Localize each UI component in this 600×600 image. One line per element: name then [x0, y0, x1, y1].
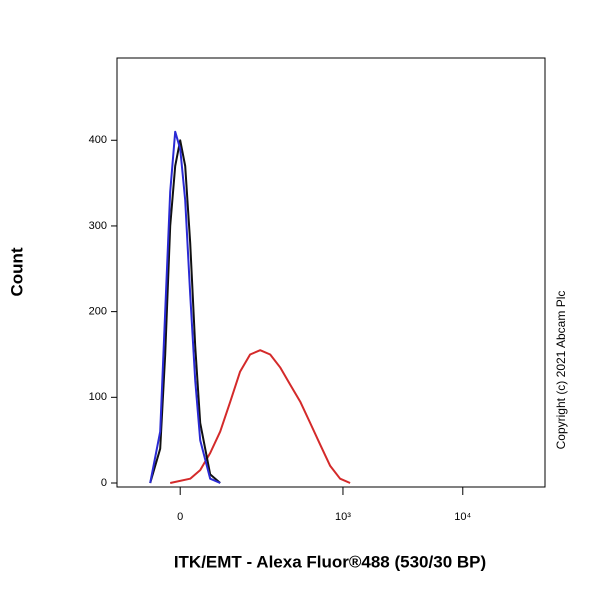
copyright: Copyright (c) 2021 Abcam Plc — [554, 291, 568, 450]
y-tick-label: 400 — [89, 134, 107, 146]
y-tick-label: 0 — [101, 477, 107, 489]
y-tick-label: 200 — [89, 306, 107, 318]
histogram-line — [169, 349, 351, 484]
histogram-line — [149, 130, 221, 484]
y-tick-label: 100 — [89, 391, 107, 403]
y-tick-label: 300 — [89, 220, 107, 232]
y-axis-label: Count — [7, 247, 26, 296]
x-axis-label: ITK/EMT - Alexa Fluor®488 (530/30 BP) — [174, 552, 486, 571]
x-tick-label: 0 — [177, 511, 183, 523]
x-tick-label: 10³ — [335, 511, 351, 523]
x-tick-label: 10⁴ — [454, 511, 471, 523]
plot-frame — [116, 57, 546, 488]
histogram-line — [149, 139, 221, 484]
